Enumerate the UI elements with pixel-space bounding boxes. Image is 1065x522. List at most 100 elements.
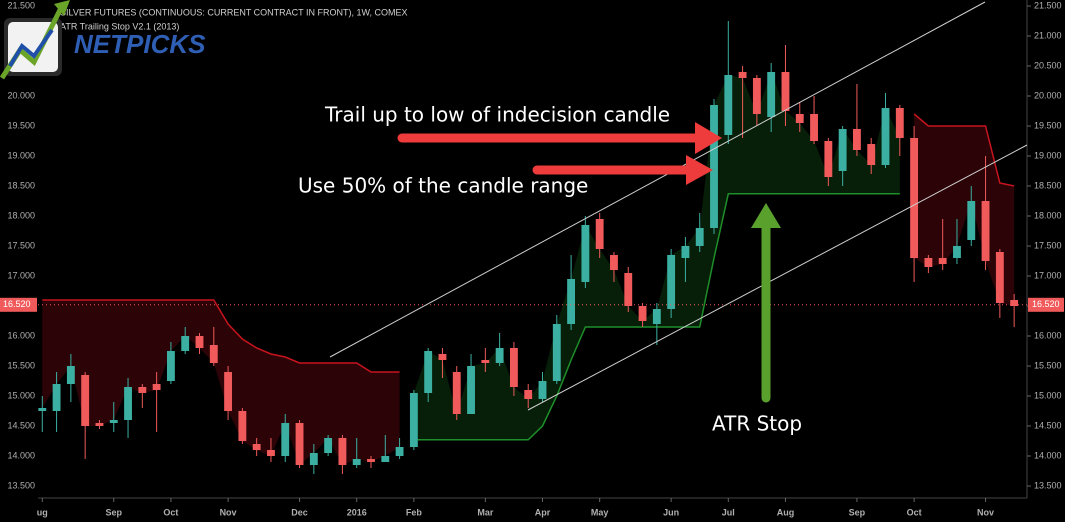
candle-body	[810, 114, 818, 141]
candle-body	[367, 459, 375, 462]
candle-body	[52, 384, 61, 411]
y-tick-label: 18.500	[7, 180, 35, 190]
y-tick-label: 17.500	[7, 240, 35, 250]
chart-title: SILVER FUTURES (CONTINUOUS: CURRENT CONT…	[60, 7, 408, 17]
x-tick-label: ug	[37, 507, 48, 517]
y-tick-label: 19.500	[7, 120, 35, 130]
candle-body	[352, 459, 361, 465]
arrow	[397, 122, 722, 154]
channel-line	[329, 1, 986, 358]
x-tick-label: Jul	[722, 507, 735, 517]
arrow	[751, 203, 781, 403]
stop-line	[913, 113, 1015, 187]
candle-body	[867, 144, 876, 165]
last-price-label: 16.520	[3, 299, 31, 309]
y-tick-label: 14.500	[7, 420, 35, 430]
candle-body	[438, 354, 447, 360]
candle-body	[567, 279, 576, 324]
y-tick-label: 13.500	[1034, 480, 1062, 490]
candle-body	[981, 201, 990, 261]
candle-body	[267, 450, 275, 456]
y-tick-label: 17.000	[1034, 270, 1062, 280]
candle-body	[710, 105, 718, 228]
stop-band	[42, 300, 400, 465]
candle-body	[953, 246, 961, 258]
last-price-label: 16.520	[1032, 299, 1060, 309]
candle-body	[467, 366, 475, 414]
candle-body	[595, 219, 604, 249]
stop-band	[413, 72, 900, 440]
y-tick-label: 20.000	[7, 90, 35, 100]
x-tick-label: Oct	[163, 507, 178, 517]
candle-body	[409, 393, 418, 447]
candle-body	[967, 201, 976, 240]
x-tick-label: May	[591, 507, 609, 517]
candle-body	[838, 129, 847, 171]
y-tick-label: 21.500	[1034, 0, 1062, 10]
candle-body	[524, 390, 533, 399]
y-tick-label: 14.000	[7, 450, 35, 460]
candle-body	[181, 336, 190, 351]
candle-body	[495, 348, 504, 363]
x-tick-label: 2016	[347, 507, 367, 517]
arrow	[532, 155, 713, 185]
candle-body	[652, 309, 661, 324]
y-tick-label: 18.000	[1034, 210, 1062, 220]
y-tick-label: 18.500	[1034, 180, 1062, 190]
candle-body	[295, 423, 304, 465]
candle-body	[781, 72, 790, 111]
y-tick-label: 13.500	[7, 480, 35, 490]
candle-body	[924, 258, 933, 267]
candle-body	[895, 108, 904, 138]
candle-body	[166, 351, 175, 381]
candle-body	[238, 411, 247, 441]
candle-body	[152, 384, 161, 390]
candle-body	[681, 246, 690, 258]
candle-body	[38, 408, 47, 411]
x-tick-label: Nov	[220, 507, 237, 517]
x-tick-label: Oct	[907, 507, 922, 517]
candle-body	[667, 255, 676, 309]
candle-body	[581, 225, 590, 282]
candle-body	[381, 456, 390, 462]
x-tick-label: Aug	[777, 507, 795, 517]
candle-body	[881, 108, 890, 165]
candle-body	[552, 324, 561, 381]
candle-body	[138, 387, 147, 393]
candle-body	[910, 138, 919, 258]
candle-body	[795, 114, 804, 123]
y-tick-label: 15.500	[7, 360, 35, 370]
stop-line	[42, 299, 400, 373]
y-tick-label: 21.500	[7, 0, 35, 10]
channel-line	[527, 144, 1028, 411]
x-tick-label: Feb	[406, 507, 423, 517]
candle-body	[395, 447, 404, 456]
candle-body	[338, 438, 347, 465]
x-tick-label: Sep	[849, 507, 866, 517]
y-tick-label: 16.000	[7, 330, 35, 340]
candle-body	[281, 423, 290, 456]
candle-body	[638, 306, 647, 321]
candle-body	[724, 75, 733, 135]
y-tick-label: 19.500	[1034, 120, 1062, 130]
y-tick-label: 19.000	[1034, 150, 1062, 160]
y-tick-label: 20.000	[1034, 90, 1062, 100]
candle-body	[424, 351, 433, 393]
y-tick-label: 18.000	[7, 210, 35, 220]
candle-body	[452, 372, 461, 414]
candle-body	[252, 444, 261, 450]
candle-body	[324, 438, 333, 453]
candle-body	[624, 273, 633, 306]
y-tick-label: 20.500	[1034, 60, 1062, 70]
last-price-box	[0, 297, 37, 312]
y-tick-label: 14.500	[1034, 420, 1062, 430]
y-tick-label: 17.000	[7, 270, 35, 280]
x-tick-label: Apr	[535, 507, 551, 517]
candle-body	[1010, 300, 1019, 306]
annotation: Use 50% of the candle range	[298, 174, 588, 198]
candle-body	[81, 375, 90, 426]
candle-body	[195, 336, 204, 348]
